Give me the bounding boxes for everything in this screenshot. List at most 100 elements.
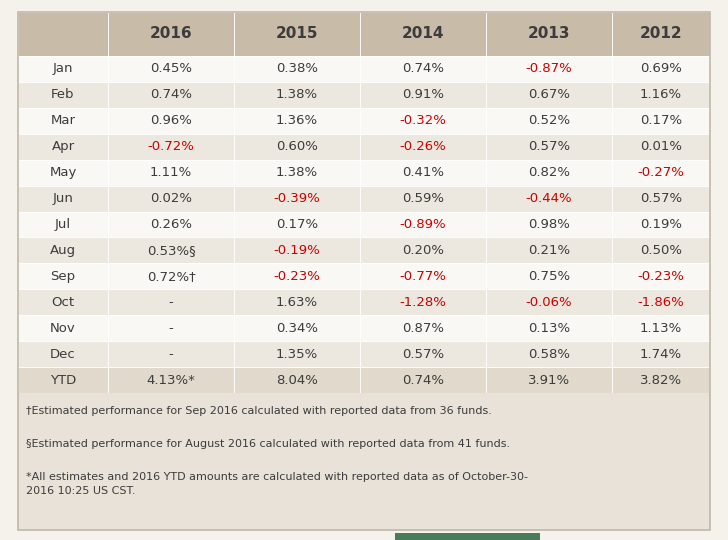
Text: -1.86%: -1.86% (638, 296, 684, 309)
Text: -0.72%: -0.72% (148, 140, 194, 153)
Text: 0.74%: 0.74% (402, 374, 444, 387)
Text: 0.67%: 0.67% (528, 89, 570, 102)
Text: Jul: Jul (55, 218, 71, 231)
Bar (612, 341, 710, 367)
Bar (612, 56, 710, 82)
Bar (360, 186, 486, 212)
Text: 0.02%: 0.02% (150, 192, 192, 205)
Bar (234, 315, 360, 341)
Bar (18, 341, 108, 367)
Text: 0.17%: 0.17% (640, 114, 682, 127)
Bar (18, 289, 108, 315)
Text: -0.32%: -0.32% (400, 114, 446, 127)
Text: YTD: YTD (50, 374, 76, 387)
Text: 1.35%: 1.35% (276, 348, 318, 361)
Bar (18, 134, 108, 160)
Text: 0.26%: 0.26% (150, 218, 192, 231)
Bar (486, 56, 612, 82)
Bar (234, 160, 360, 186)
Bar (18, 12, 108, 56)
Bar (18, 367, 108, 393)
Bar (108, 315, 234, 341)
Text: -0.89%: -0.89% (400, 218, 446, 231)
Text: 1.11%: 1.11% (150, 166, 192, 179)
Text: -0.23%: -0.23% (274, 270, 320, 283)
Bar (234, 12, 360, 56)
Text: -0.06%: -0.06% (526, 296, 572, 309)
Text: Nov: Nov (50, 322, 76, 335)
Bar (486, 315, 612, 341)
Text: 0.87%: 0.87% (402, 322, 444, 335)
Bar (486, 264, 612, 289)
Text: 0.96%: 0.96% (150, 114, 192, 127)
Bar (18, 264, 108, 289)
Bar (612, 238, 710, 264)
Text: Dec: Dec (50, 348, 76, 361)
Text: -0.23%: -0.23% (638, 270, 684, 283)
Text: 4.13%*: 4.13%* (146, 374, 195, 387)
Bar (108, 264, 234, 289)
Bar (234, 82, 360, 108)
Bar (108, 12, 234, 56)
Text: -0.77%: -0.77% (400, 270, 446, 283)
Bar (360, 12, 486, 56)
Bar (395, 533, 540, 540)
Text: -0.26%: -0.26% (400, 140, 446, 153)
Bar (108, 341, 234, 367)
Text: 2012: 2012 (640, 26, 682, 42)
Text: 0.59%: 0.59% (402, 192, 444, 205)
Text: 1.63%: 1.63% (276, 296, 318, 309)
Bar (360, 367, 486, 393)
Text: 1.16%: 1.16% (640, 89, 682, 102)
Text: 0.69%: 0.69% (640, 63, 682, 76)
Text: 2016: 2016 (150, 26, 192, 42)
Text: Aug: Aug (50, 244, 76, 257)
Text: Sep: Sep (50, 270, 76, 283)
Bar (108, 238, 234, 264)
Text: 0.19%: 0.19% (640, 218, 682, 231)
Text: -0.44%: -0.44% (526, 192, 572, 205)
Bar (18, 160, 108, 186)
Text: 1.38%: 1.38% (276, 89, 318, 102)
Text: 0.57%: 0.57% (402, 348, 444, 361)
Bar (612, 264, 710, 289)
Bar (360, 212, 486, 238)
Text: 0.50%: 0.50% (640, 244, 682, 257)
Bar (234, 264, 360, 289)
Bar (486, 367, 612, 393)
Bar (360, 238, 486, 264)
Text: 0.17%: 0.17% (276, 218, 318, 231)
Bar (486, 289, 612, 315)
Text: Jun: Jun (52, 192, 74, 205)
Bar (486, 12, 612, 56)
Bar (108, 82, 234, 108)
Text: §Estimated performance for August 2016 calculated with reported data from 41 fun: §Estimated performance for August 2016 c… (26, 439, 510, 449)
Text: 0.45%: 0.45% (150, 63, 192, 76)
Bar (234, 108, 360, 134)
Bar (612, 186, 710, 212)
Bar (360, 108, 486, 134)
Bar (108, 212, 234, 238)
Text: -: - (169, 296, 173, 309)
Bar (18, 56, 108, 82)
Bar (612, 212, 710, 238)
Text: -: - (169, 322, 173, 335)
Text: 0.52%: 0.52% (528, 114, 570, 127)
Text: 1.13%: 1.13% (640, 322, 682, 335)
Text: 0.41%: 0.41% (402, 166, 444, 179)
Bar (234, 134, 360, 160)
Bar (486, 212, 612, 238)
Bar (486, 160, 612, 186)
Text: 1.36%: 1.36% (276, 114, 318, 127)
Text: Oct: Oct (52, 296, 74, 309)
Text: 0.53%§: 0.53%§ (146, 244, 195, 257)
Bar (108, 56, 234, 82)
Text: 0.91%: 0.91% (402, 89, 444, 102)
Bar (234, 289, 360, 315)
Text: 0.21%: 0.21% (528, 244, 570, 257)
Bar (18, 186, 108, 212)
Text: *All estimates and 2016 YTD amounts are calculated with reported data as of Octo: *All estimates and 2016 YTD amounts are … (26, 472, 528, 482)
Text: †Estimated performance for Sep 2016 calculated with reported data from 36 funds.: †Estimated performance for Sep 2016 calc… (26, 406, 492, 416)
Bar (612, 367, 710, 393)
Bar (486, 341, 612, 367)
